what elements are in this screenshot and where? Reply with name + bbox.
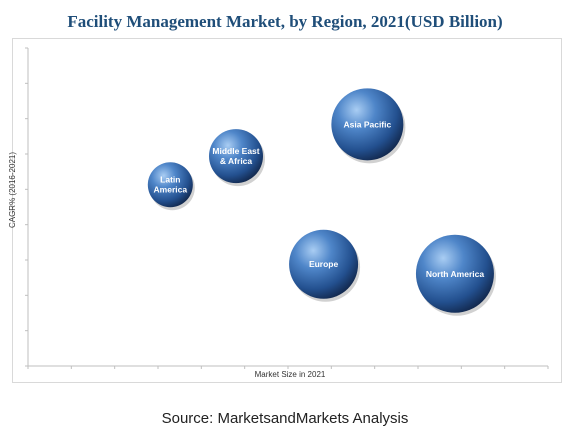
bubble-2: Asia Pacific (331, 88, 406, 164)
bubble-label: Middle East (212, 146, 259, 156)
bubble-label: & Africa (220, 156, 253, 166)
bubble-circle (415, 234, 494, 313)
bubble-circle (331, 88, 404, 161)
bubble-label: Europe (309, 259, 339, 269)
bubble-1: Middle East& Africa (209, 129, 265, 187)
source-note: Source: MarketsandMarkets Analysis (161, 410, 409, 427)
bubble-circle (147, 162, 193, 208)
bubble-label: Latin (160, 175, 180, 185)
bubble-label: North America (426, 269, 485, 279)
bubble-4: North America (415, 234, 496, 316)
bubble-circle (209, 129, 263, 184)
bubble-circle (289, 229, 359, 299)
bubble-label: Asia Pacific (344, 119, 392, 129)
bubble-3: Europe (289, 229, 361, 302)
y-axis-label: CAGR% (2016-2021) (8, 151, 17, 229)
chart-frame (12, 38, 562, 383)
bubble-label: America (154, 185, 188, 195)
x-axis-label: Market Size in 2021 (254, 370, 326, 379)
chart-title: Facility Management Market, by Region, 2… (67, 12, 503, 31)
axes (25, 47, 549, 369)
